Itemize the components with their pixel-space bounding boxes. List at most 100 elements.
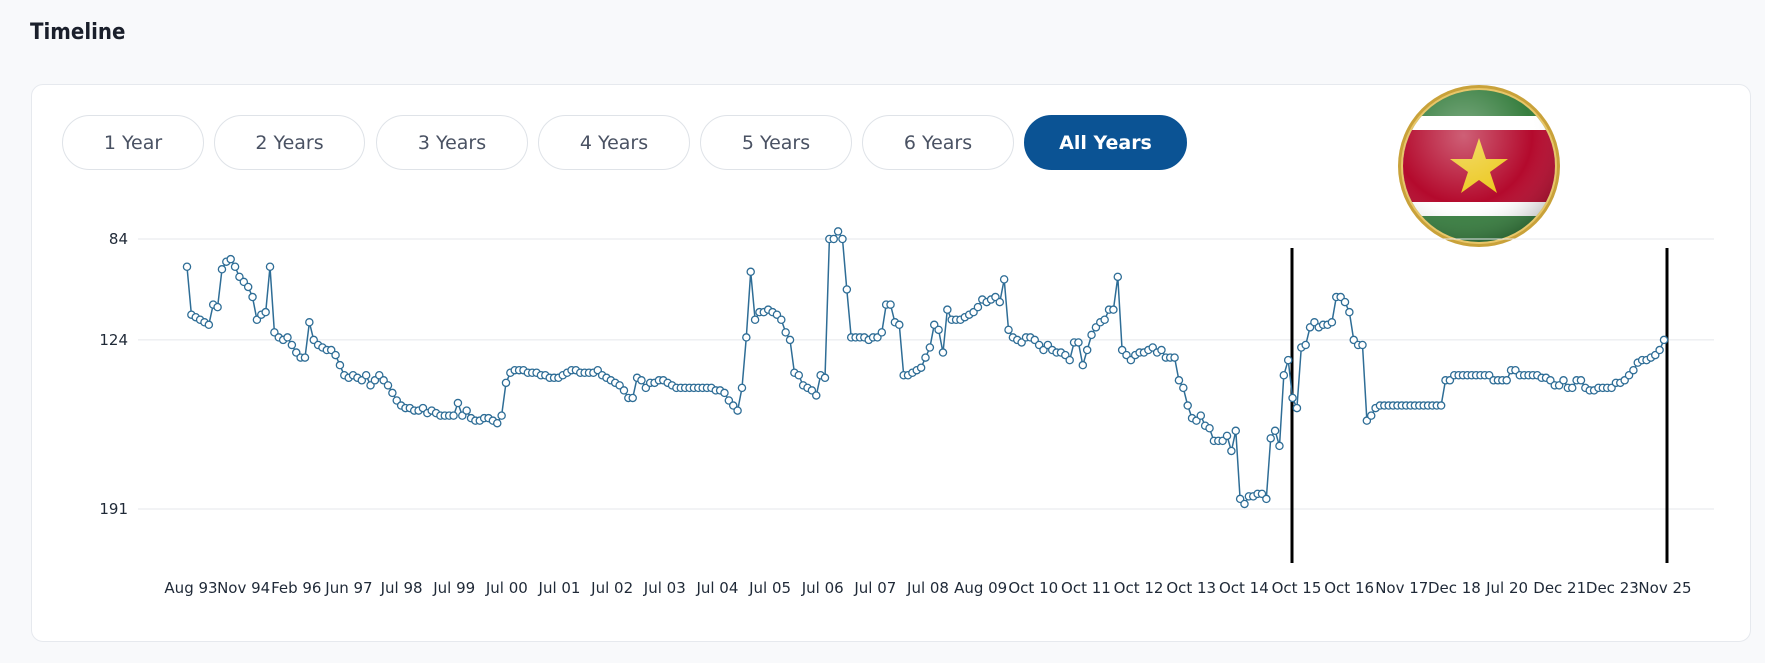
- data-point: [305, 318, 314, 327]
- x-tick-label: Jul 07: [853, 579, 896, 597]
- x-tick-label: Jul 01: [538, 579, 581, 597]
- data-point: [462, 406, 471, 415]
- y-tick-label: 84: [109, 230, 128, 248]
- data-point: [1327, 318, 1337, 327]
- data-point: [720, 388, 729, 398]
- tab-3-years[interactable]: 3 Years: [376, 115, 528, 170]
- x-tick-label: Oct 14: [1219, 579, 1269, 597]
- x-tick-label: Jul 98: [380, 579, 423, 597]
- suriname-flag-icon: [1398, 85, 1560, 247]
- data-point: [733, 406, 742, 415]
- data-point: [283, 333, 292, 342]
- x-tick-label: Oct 15: [1272, 579, 1322, 597]
- tab-2-years[interactable]: 2 Years: [214, 115, 365, 170]
- data-point: [1174, 376, 1184, 385]
- data-point: [287, 340, 297, 350]
- data-point: [999, 275, 1009, 284]
- data-point: [497, 411, 506, 420]
- x-tick-label: Oct 12: [1114, 579, 1164, 597]
- x-tick-label: Oct 11: [1061, 579, 1111, 597]
- data-point: [1659, 335, 1669, 345]
- data-point: [838, 234, 847, 244]
- data-point: [938, 348, 948, 357]
- x-tick-label: Aug 93: [164, 579, 217, 597]
- x-tick-label: Jun 97: [324, 579, 372, 597]
- data-point: [781, 328, 790, 337]
- tab-1-year[interactable]: 1 Year: [62, 115, 204, 170]
- data-point: [921, 353, 930, 362]
- data-point: [1655, 345, 1664, 355]
- data-point: [230, 262, 240, 272]
- x-tick-label: Nov 17: [1375, 579, 1428, 597]
- data-point: [1567, 383, 1577, 393]
- data-point: [842, 285, 852, 294]
- data-point: [628, 393, 637, 403]
- data-point: [1183, 401, 1192, 410]
- data-point: [1288, 393, 1297, 403]
- data-point: [331, 350, 340, 360]
- x-tick-label: Jul 99: [432, 579, 475, 597]
- data-point: [1270, 426, 1280, 436]
- data-point: [388, 388, 397, 398]
- data-point: [1301, 340, 1310, 350]
- data-point: [619, 386, 629, 395]
- data-point: [1283, 355, 1293, 365]
- x-tick-label: Dec 18: [1428, 579, 1481, 597]
- data-point: [1436, 401, 1446, 410]
- data-point: [1205, 424, 1214, 433]
- y-tick-label: 191: [99, 500, 128, 518]
- data-point: [1502, 376, 1511, 385]
- data-point: [1222, 431, 1232, 441]
- data-point: [1240, 499, 1249, 509]
- page-title: Timeline: [30, 20, 126, 45]
- data-point: [934, 325, 943, 335]
- x-tick-label: Jul 03: [643, 579, 686, 597]
- tab-6-years[interactable]: 6 Years: [862, 115, 1014, 170]
- x-tick-label: Dec 21: [1533, 579, 1586, 597]
- data-point: [1629, 365, 1638, 375]
- data-point: [1078, 360, 1088, 370]
- x-tick-label: Dec 23: [1586, 579, 1639, 597]
- data-point: [877, 328, 887, 337]
- x-tick-label: Nov 25: [1638, 579, 1691, 597]
- x-tick-label: Jul 20: [1485, 579, 1528, 597]
- data-point: [501, 378, 511, 388]
- data-point: [746, 267, 755, 277]
- data-point: [637, 376, 646, 385]
- data-point: [1065, 355, 1074, 365]
- data-point: [453, 398, 463, 408]
- data-point: [1266, 434, 1275, 443]
- data-point: [213, 302, 222, 312]
- data-point: [1340, 297, 1350, 307]
- data-point: [925, 343, 935, 352]
- x-tick-label: Oct 10: [1008, 579, 1058, 597]
- data-point: [1559, 376, 1568, 385]
- data-point: [943, 305, 952, 314]
- data-point: [335, 360, 345, 370]
- data-point: [1231, 426, 1241, 436]
- data-point: [785, 335, 795, 345]
- x-tick-label: Feb 96: [271, 579, 321, 597]
- tab-4-years[interactable]: 4 Years: [538, 115, 690, 170]
- data-point: [1074, 338, 1083, 347]
- x-tick-label: Jul 05: [748, 579, 791, 597]
- data-point: [742, 333, 751, 342]
- data-point: [916, 363, 926, 372]
- data-point: [1170, 353, 1179, 362]
- tab-5-years[interactable]: 5 Years: [700, 115, 852, 170]
- data-point: [1227, 446, 1236, 456]
- data-point: [1082, 345, 1092, 355]
- data-point: [217, 265, 227, 274]
- tab-all-years[interactable]: All Years: [1024, 115, 1187, 170]
- data-point: [895, 320, 904, 330]
- x-tick-label: Jul 00: [485, 579, 528, 597]
- data-point: [493, 418, 502, 428]
- x-tick-label: Nov 94: [217, 579, 270, 597]
- data-point: [226, 254, 235, 264]
- data-point: [265, 262, 275, 272]
- x-tick-label: Jul 08: [906, 579, 949, 597]
- data-point: [361, 371, 371, 380]
- data-point: [1100, 315, 1109, 324]
- data-point: [1576, 376, 1586, 385]
- data-point: [1275, 441, 1284, 451]
